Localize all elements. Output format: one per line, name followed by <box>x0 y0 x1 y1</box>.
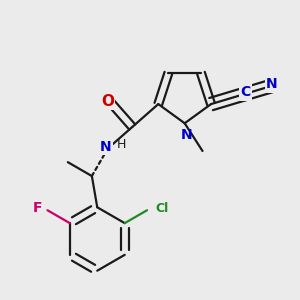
Text: O: O <box>101 94 114 109</box>
Text: N: N <box>266 77 278 91</box>
Text: N: N <box>100 140 112 154</box>
Text: Cl: Cl <box>155 202 168 215</box>
Text: N: N <box>181 128 193 142</box>
Text: C: C <box>240 85 250 99</box>
Text: H: H <box>117 138 126 151</box>
Text: F: F <box>33 201 43 215</box>
